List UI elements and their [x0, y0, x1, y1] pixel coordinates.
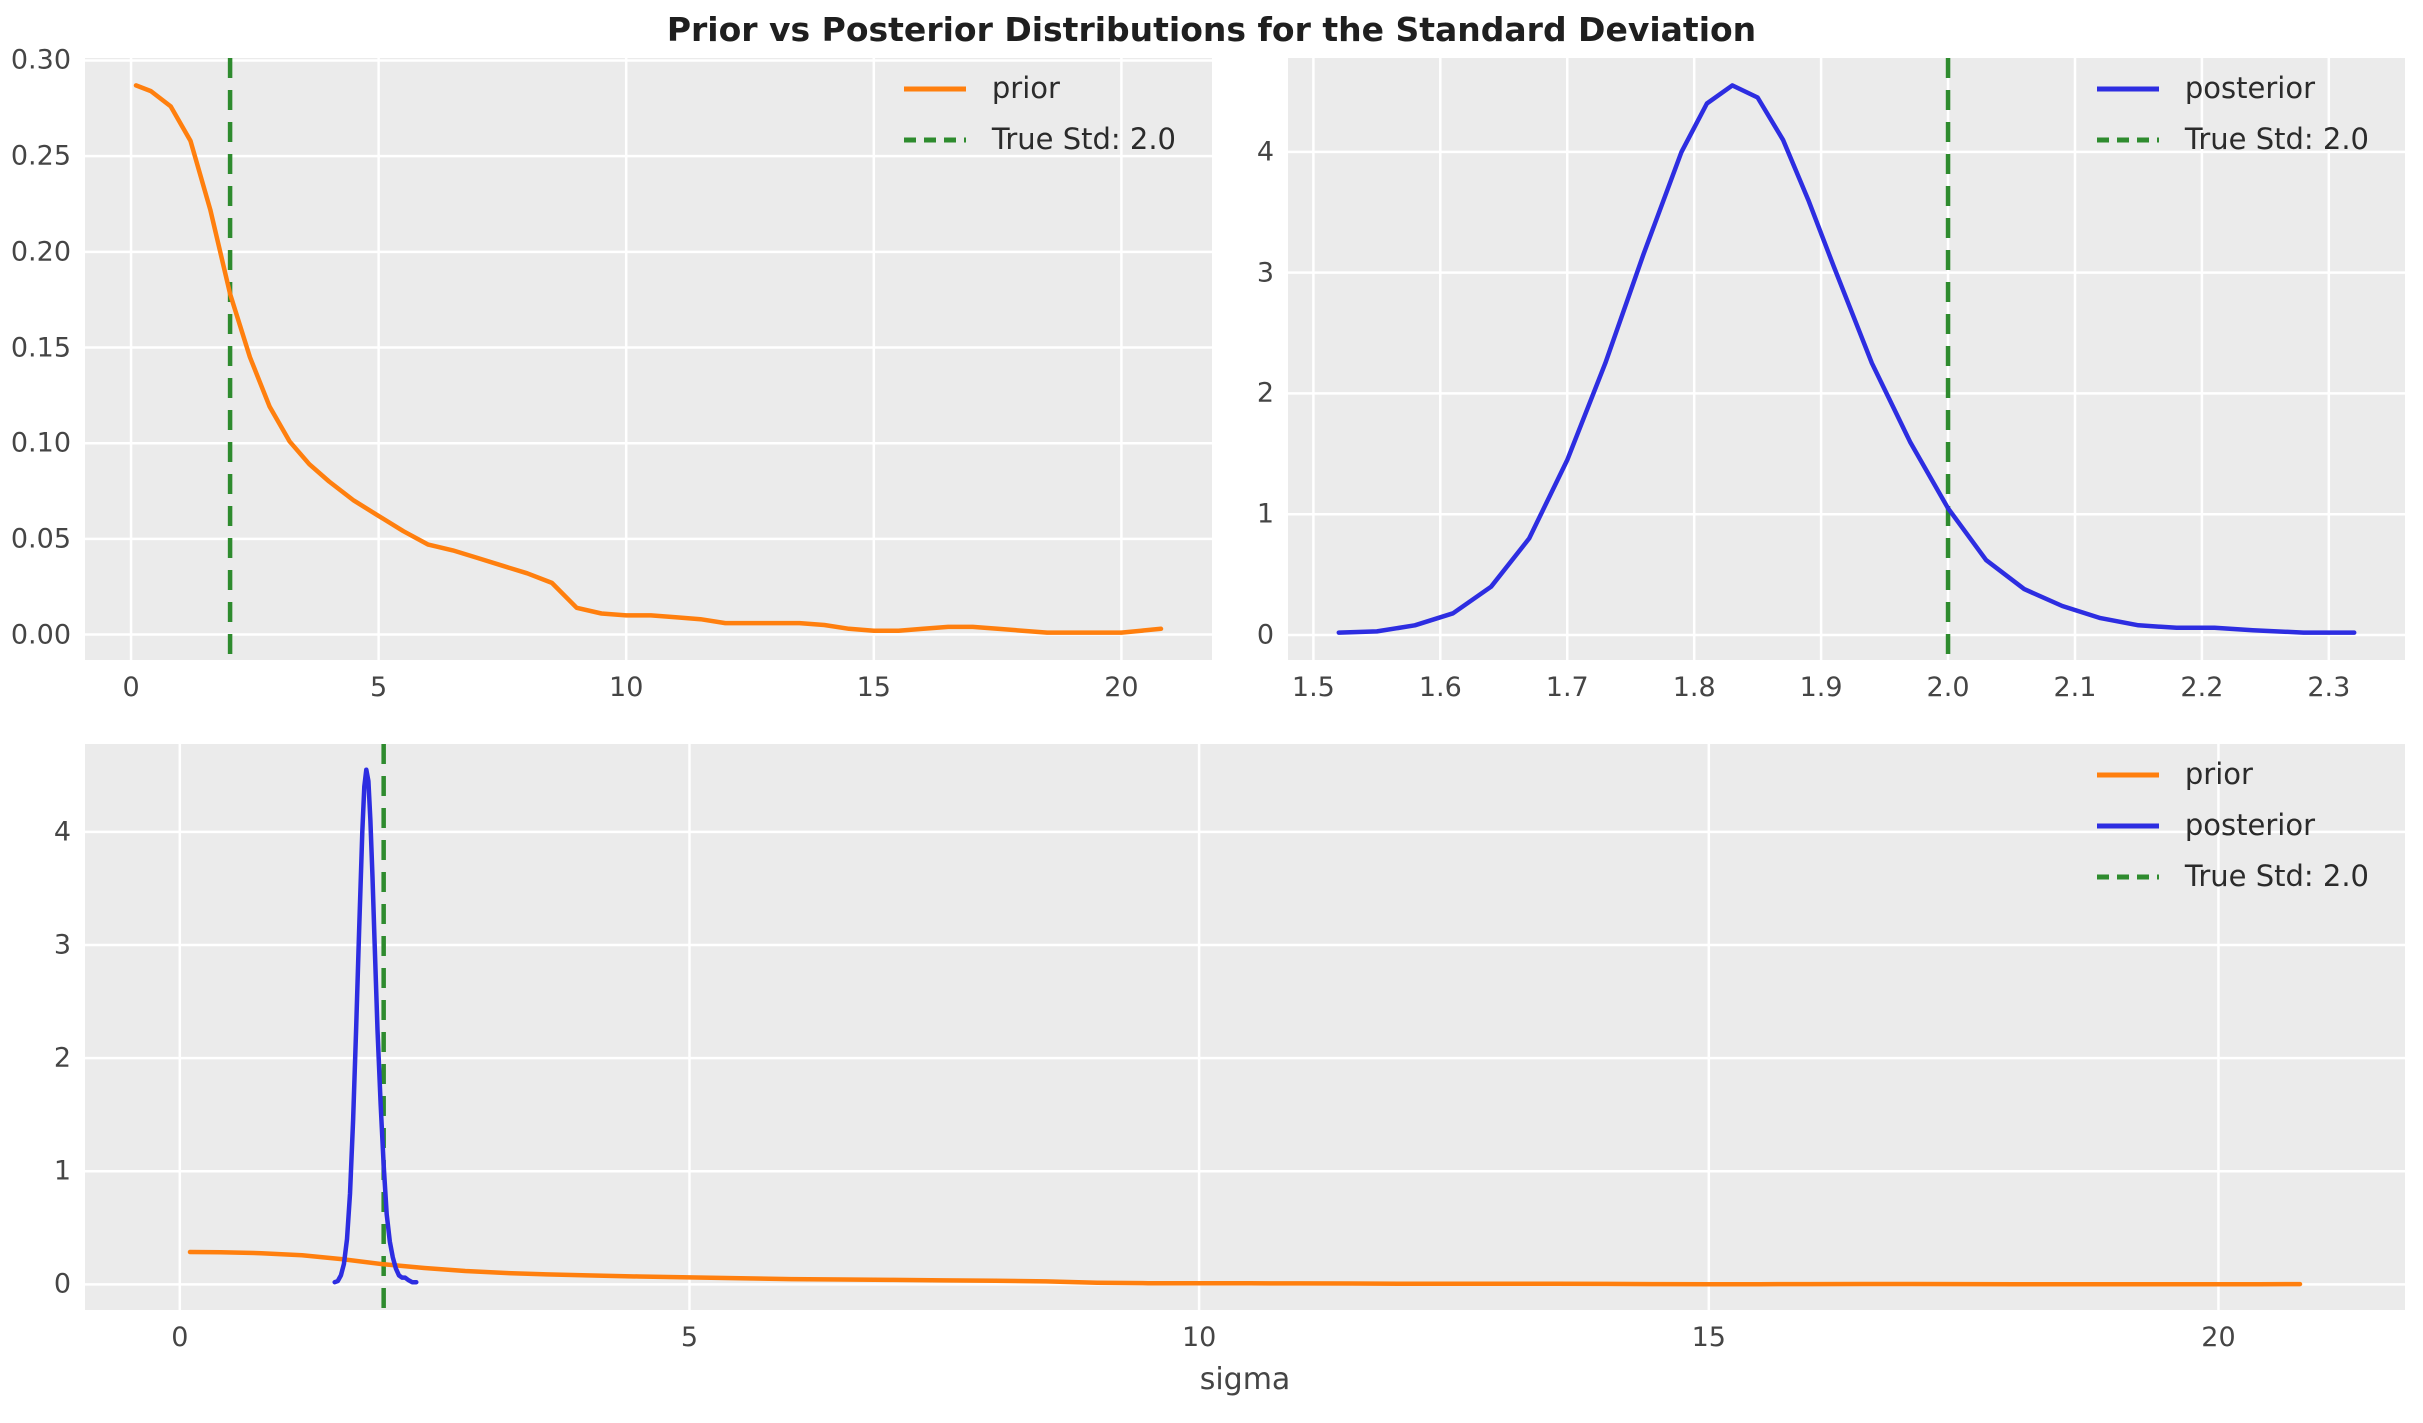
legend-label: True Std: 2.0: [991, 122, 1176, 156]
x-tick-label: 15: [1691, 1322, 1726, 1353]
legend-item: posterior: [2095, 74, 2369, 103]
x-tick-label: 2.3: [2307, 672, 2351, 703]
x-tick-label: 20: [1104, 672, 1139, 703]
y-tick-label: 0.30: [10, 44, 71, 76]
legend: prior posterior True Std: 2.0: [2095, 760, 2369, 891]
x-tick-label: 5: [370, 672, 388, 703]
y-tick-label: 0: [1256, 619, 1274, 651]
posterior-curve: [332, 767, 419, 1285]
y-tick-label: 0.00: [10, 619, 71, 651]
combined-plot-axes: 0 5 10 15 20 0 1 2 3 4 prior posterior True Std: 2.0: [54, 744, 2405, 1353]
x-tick-label: 1.9: [1799, 672, 1843, 703]
y-tick-label: 0: [53, 1268, 71, 1300]
legend: prior True Std: 2.0: [902, 74, 1176, 154]
legend-label: True Std: 2.0: [2184, 859, 2369, 893]
y-tick-label: 0.10: [10, 427, 71, 459]
x-tick-label: 2.1: [2053, 672, 2097, 703]
legend-solid-line-icon: [2096, 823, 2159, 828]
figure-title: Prior vs Posterior Distributions for the…: [666, 10, 1757, 49]
legend-dashed-line-icon: [2096, 874, 2159, 879]
y-tick-label: 0.20: [10, 236, 71, 268]
y-tick-label: 3: [1256, 257, 1274, 289]
legend-item: posterior: [2095, 811, 2369, 840]
x-tick-label: 10: [609, 672, 644, 703]
legend-solid-line-icon: [2096, 86, 2159, 91]
plot-area: [1288, 58, 2405, 660]
legend-solid-line-icon: [903, 86, 966, 91]
legend-dashed-line-icon: [2096, 137, 2159, 142]
x-tick-label: 20: [2201, 1322, 2236, 1353]
plot-area: [85, 744, 2405, 1310]
prior-curve: [187, 1249, 2303, 1287]
legend-dashed-line-icon: [903, 137, 966, 142]
y-tick-label: 0.15: [10, 332, 71, 364]
legend-item: prior: [2095, 760, 2369, 789]
x-tick-label: 1.5: [1291, 672, 1335, 703]
x-tick-label: 1.8: [1672, 672, 1716, 703]
plot-area: [85, 58, 1212, 660]
legend-label: prior: [991, 71, 1060, 105]
y-tick-label: 2: [1256, 377, 1274, 409]
x-tick-label: 0: [122, 672, 140, 703]
legend-item: True Std: 2.0: [902, 125, 1176, 154]
x-tick-label: 10: [1181, 1322, 1217, 1353]
x-tick-label: 2.2: [2180, 672, 2224, 703]
y-tick-label: 1: [1256, 498, 1274, 530]
y-tick-label: 0.05: [10, 523, 71, 555]
y-tick-label: 4: [1256, 136, 1274, 168]
combined-plot-canvas: [85, 744, 2405, 1310]
legend-item: True Std: 2.0: [2095, 125, 2369, 154]
x-tick-label: 1.7: [1545, 672, 1589, 703]
x-tick-label: 1.6: [1418, 672, 1462, 703]
posterior-curve: [1336, 83, 2357, 635]
legend-label: True Std: 2.0: [2184, 122, 2369, 156]
legend: posterior True Std: 2.0: [2095, 74, 2369, 154]
x-tick-label: 2.0: [1926, 672, 1970, 703]
posterior-plot-axes: 1.5 1.6 1.7 1.8 1.9 2.0 2.1 2.2 2.3 0 1 2 3 4 posterio…: [1257, 58, 2405, 703]
y-tick-label: 0.25: [10, 140, 71, 172]
x-tick-label: 5: [680, 1322, 699, 1353]
posterior-plot-canvas: [1288, 58, 2405, 660]
legend-item: prior: [902, 74, 1176, 103]
x-axis-label: sigma: [1199, 1362, 1291, 1397]
legend-label: posterior: [2184, 71, 2315, 105]
x-tick-label: 0: [171, 1322, 189, 1353]
y-tick-label: 4: [53, 816, 71, 848]
legend-label: prior: [2184, 757, 2253, 791]
y-tick-label: 2: [53, 1042, 71, 1074]
prior-curve: [133, 83, 1164, 635]
y-tick-label: 3: [53, 929, 71, 961]
prior-plot-canvas: [85, 58, 1212, 660]
prior-plot-axes: 0 5 10 15 20 0.00 0.05 0.10 0.15 0.20 0.25 0.30 prio…: [11, 45, 1212, 703]
x-tick-label: 15: [856, 672, 891, 703]
legend-label: posterior: [2184, 808, 2315, 842]
y-tick-label: 1: [53, 1155, 71, 1187]
legend-solid-line-icon: [2096, 772, 2159, 777]
legend-item: True Std: 2.0: [2095, 862, 2369, 891]
